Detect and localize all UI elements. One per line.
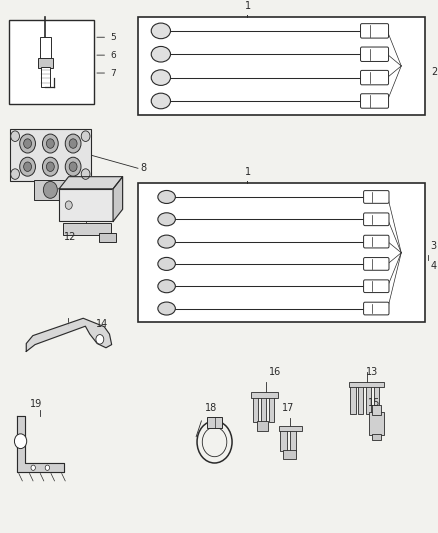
- Text: 1: 1: [245, 167, 251, 177]
- Circle shape: [42, 157, 58, 176]
- FancyBboxPatch shape: [363, 235, 388, 248]
- Bar: [10, 129, 91, 181]
- FancyBboxPatch shape: [363, 213, 388, 225]
- Text: 18: 18: [205, 403, 217, 413]
- FancyBboxPatch shape: [363, 257, 388, 270]
- Bar: [138, 183, 424, 322]
- Ellipse shape: [158, 213, 175, 226]
- Bar: [278, 426, 301, 431]
- Circle shape: [65, 157, 81, 176]
- Text: 3: 3: [429, 241, 435, 251]
- FancyBboxPatch shape: [360, 94, 388, 108]
- Circle shape: [11, 131, 19, 141]
- FancyBboxPatch shape: [360, 23, 388, 38]
- Bar: [64, 223, 111, 235]
- Ellipse shape: [151, 46, 170, 62]
- Text: 12: 12: [64, 232, 76, 242]
- Ellipse shape: [158, 257, 175, 270]
- Bar: [279, 429, 286, 451]
- Bar: [368, 413, 384, 434]
- Ellipse shape: [151, 93, 170, 109]
- Bar: [350, 385, 355, 414]
- Circle shape: [65, 134, 81, 153]
- Circle shape: [24, 162, 32, 172]
- FancyBboxPatch shape: [363, 280, 388, 293]
- Polygon shape: [59, 176, 122, 189]
- Bar: [40, 67, 50, 87]
- Text: 5: 5: [110, 33, 116, 42]
- Bar: [251, 392, 278, 398]
- Circle shape: [42, 134, 58, 153]
- Text: 4: 4: [429, 261, 435, 271]
- Text: 2: 2: [430, 67, 437, 77]
- Circle shape: [81, 169, 90, 179]
- Circle shape: [31, 465, 35, 470]
- Bar: [98, 233, 116, 243]
- Text: 15: 15: [367, 398, 379, 408]
- Bar: [348, 382, 384, 387]
- FancyBboxPatch shape: [360, 70, 388, 85]
- Circle shape: [95, 335, 103, 344]
- Circle shape: [14, 434, 27, 449]
- Bar: [206, 417, 222, 429]
- Circle shape: [20, 157, 35, 176]
- Bar: [371, 433, 380, 440]
- Bar: [252, 396, 258, 423]
- Ellipse shape: [151, 23, 170, 39]
- Bar: [365, 385, 371, 414]
- Circle shape: [43, 181, 57, 198]
- Text: 16: 16: [268, 367, 281, 377]
- Bar: [357, 385, 363, 414]
- Bar: [37, 58, 53, 68]
- Circle shape: [46, 139, 54, 148]
- Bar: [34, 180, 67, 200]
- Bar: [282, 450, 295, 459]
- Circle shape: [11, 169, 19, 179]
- Text: 19: 19: [30, 399, 42, 409]
- Bar: [373, 385, 378, 414]
- Bar: [9, 20, 94, 104]
- Circle shape: [45, 465, 49, 470]
- Polygon shape: [113, 176, 122, 221]
- Ellipse shape: [158, 302, 175, 315]
- Ellipse shape: [158, 190, 175, 204]
- Circle shape: [69, 162, 77, 172]
- Bar: [289, 429, 296, 451]
- Ellipse shape: [151, 70, 170, 85]
- Text: 6: 6: [110, 51, 116, 60]
- Ellipse shape: [158, 235, 175, 248]
- Circle shape: [20, 134, 35, 153]
- Bar: [260, 396, 265, 423]
- Bar: [371, 405, 380, 415]
- Bar: [138, 17, 424, 115]
- Circle shape: [46, 162, 54, 172]
- Text: 17: 17: [282, 403, 294, 413]
- Bar: [59, 189, 113, 221]
- Polygon shape: [17, 416, 64, 472]
- Circle shape: [81, 131, 90, 141]
- Text: 14: 14: [96, 319, 108, 329]
- Circle shape: [24, 139, 32, 148]
- Circle shape: [69, 139, 77, 148]
- FancyBboxPatch shape: [363, 302, 388, 315]
- Text: 1: 1: [245, 1, 251, 11]
- FancyBboxPatch shape: [360, 47, 388, 61]
- Bar: [40, 37, 51, 59]
- Text: 8: 8: [140, 163, 146, 173]
- FancyBboxPatch shape: [363, 191, 388, 203]
- Bar: [268, 396, 273, 423]
- Text: 7: 7: [110, 69, 116, 77]
- Polygon shape: [26, 318, 111, 351]
- Bar: [256, 421, 267, 431]
- Ellipse shape: [158, 280, 175, 293]
- Text: 13: 13: [365, 367, 377, 377]
- Circle shape: [65, 201, 72, 209]
